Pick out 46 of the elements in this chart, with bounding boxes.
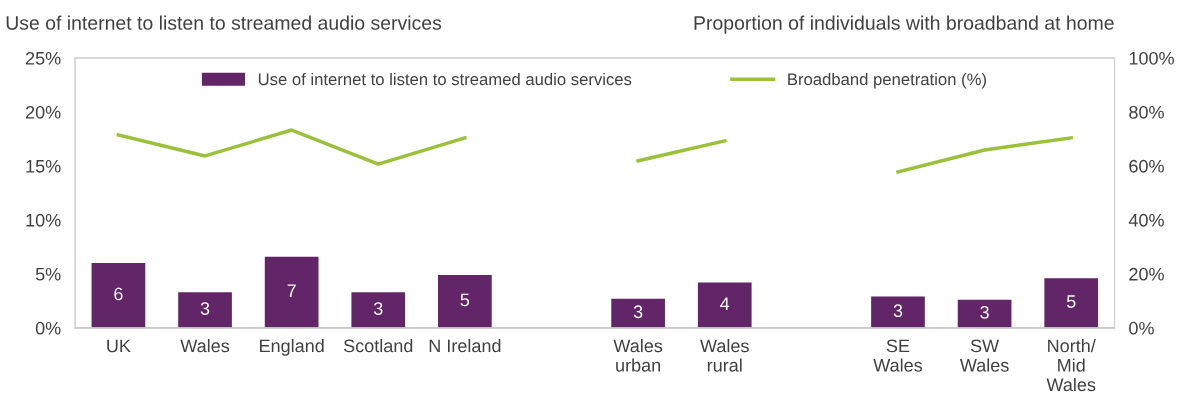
bar bbox=[957, 299, 1012, 328]
data-label: 4 bbox=[720, 297, 730, 310]
y-tick-label: 10% bbox=[26, 213, 61, 227]
data-label: 3 bbox=[373, 302, 383, 315]
data-label: 5 bbox=[460, 293, 470, 307]
y-tick-label: 0% bbox=[35, 321, 61, 335]
y2-tick-label: 80% bbox=[1129, 105, 1164, 119]
y-tick-label: 25% bbox=[25, 51, 61, 65]
y2-tick-label: 20% bbox=[1129, 267, 1164, 281]
data-label: 3 bbox=[200, 302, 210, 315]
bar bbox=[178, 292, 232, 328]
bar bbox=[697, 282, 752, 328]
x-tick-label: North/ Mid Wales bbox=[1046, 339, 1096, 392]
x-tick-label: SW Wales bbox=[959, 339, 1009, 372]
bar bbox=[611, 298, 665, 328]
y2-tick-label: 40% bbox=[1128, 213, 1164, 227]
legend-label: Broadband penetration (%) bbox=[788, 72, 986, 89]
data-label: 3 bbox=[633, 305, 643, 319]
x-tick-label: N Ireland bbox=[429, 339, 501, 353]
bar bbox=[91, 263, 146, 328]
x-tick-label: Scotland bbox=[343, 339, 413, 353]
x-tick-label: England bbox=[259, 339, 324, 356]
data-label: 3 bbox=[980, 305, 989, 319]
x-tick-label: UK bbox=[107, 339, 131, 353]
y2-tick-label: 60% bbox=[1129, 159, 1164, 173]
data-label: 3 bbox=[893, 304, 903, 318]
y-axis-title: Use of internet to listen to streamed audio services bbox=[6, 15, 442, 30]
bar bbox=[351, 292, 406, 328]
y-tick-label: 20% bbox=[25, 105, 61, 119]
bar bbox=[1044, 278, 1099, 328]
bar bbox=[871, 296, 925, 328]
x-tick-label: Wales bbox=[180, 339, 230, 353]
legend-label: Use of internet to listen to streamed audio services bbox=[258, 72, 632, 86]
y2-tick-label: 100% bbox=[1129, 51, 1174, 65]
x-tick-label: SE Wales bbox=[873, 339, 923, 372]
data-label: 6 bbox=[114, 287, 123, 301]
data-label: 5 bbox=[1066, 295, 1076, 308]
y-tick-label: 15% bbox=[26, 159, 61, 173]
bar bbox=[438, 274, 492, 328]
data-label: 7 bbox=[287, 284, 296, 297]
y2-axis-title: Proportion of individuals with broadband at home bbox=[694, 15, 1114, 34]
y-tick-label: 5% bbox=[35, 267, 61, 281]
y2-tick-label: 0% bbox=[1129, 321, 1154, 335]
x-tick-label: Wales rural bbox=[700, 339, 749, 372]
x-tick-label: Wales urban bbox=[613, 339, 663, 372]
bar bbox=[264, 256, 319, 328]
